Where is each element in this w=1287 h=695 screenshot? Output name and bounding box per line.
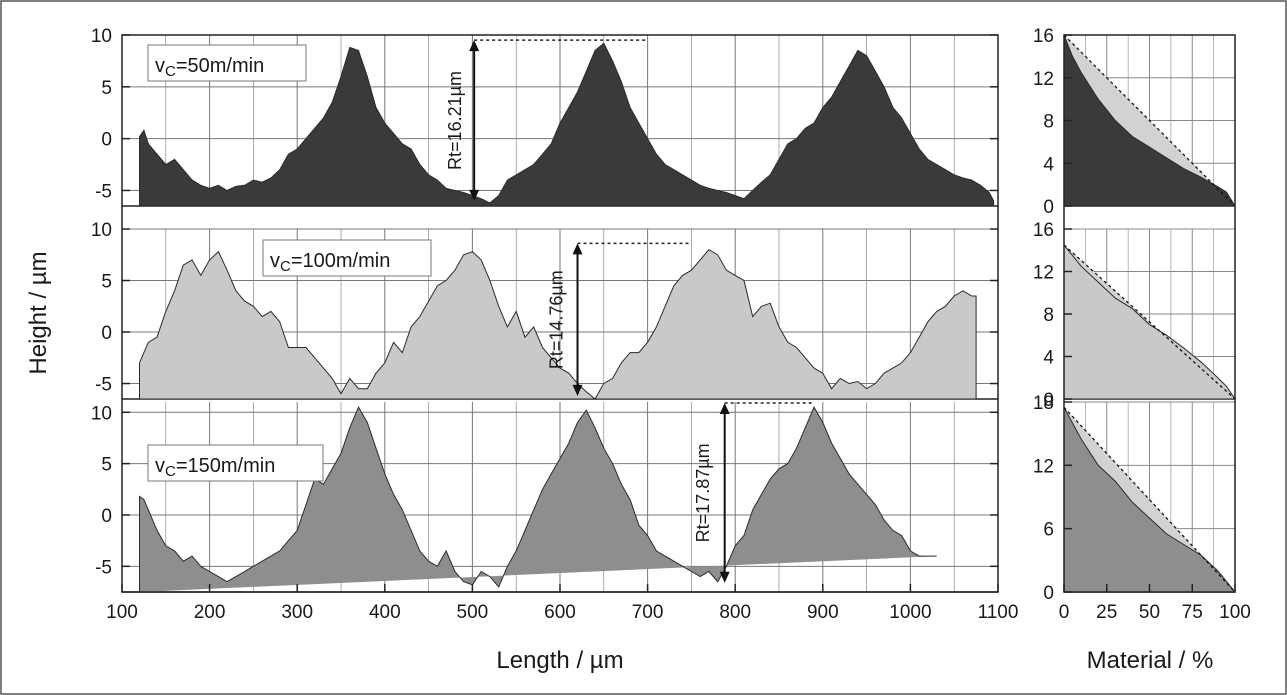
- svg-text:vC=50m/min: vC=50m/min: [155, 55, 264, 80]
- right-y-axis-ticks: 18 12 6 0: [1033, 393, 1072, 604]
- rt-annotation: Rt=16.21µm: [445, 39, 648, 201]
- right-y-tick-label: 6: [1043, 520, 1054, 541]
- y-tick-label: 0: [101, 323, 112, 344]
- x-tick-label: 300: [281, 602, 313, 623]
- svg-text:vC=150m/min: vC=150m/min: [155, 455, 275, 480]
- x-tick-label: 900: [807, 602, 839, 623]
- svg-text:vC=100m/min: vC=100m/min: [270, 250, 390, 275]
- right-y-axis-ticks: 16 12 8 4 0: [1033, 26, 1072, 218]
- x-tick-label: 700: [632, 602, 664, 623]
- x-axis-left: 100 200 300 400 500 600 700 800 900 1000 1100: [106, 584, 1018, 623]
- x-tick-label: 1000: [889, 602, 931, 623]
- x-tick-label: 600: [544, 602, 576, 623]
- right-x-tick-label: 50: [1139, 602, 1160, 623]
- x-tick-label: 800: [719, 602, 751, 623]
- y-tick-label: -5: [95, 557, 112, 578]
- right-y-tick-label: 12: [1033, 263, 1054, 284]
- y-axis-title: Height / µm: [25, 251, 52, 374]
- panel-label-sub: C: [280, 258, 291, 275]
- y-axis-ticks: 10 5 0 -5: [91, 403, 998, 578]
- right-y-tick-label: 12: [1033, 69, 1054, 90]
- y-tick-label: 10: [91, 403, 112, 424]
- abbott-curve-area: [1063, 407, 1237, 593]
- abbott-curve-area: [1063, 34, 1236, 207]
- panel-label-box: vC=150m/min: [147, 444, 324, 482]
- panel-label-v: v: [270, 250, 280, 272]
- profile-area: [138, 248, 977, 400]
- x-axis-right: 0 25 50 75 100: [1059, 584, 1251, 623]
- right-y-axis-ticks: 16 12 8 4 0: [1033, 220, 1072, 411]
- right-x-tick-label: 25: [1096, 602, 1117, 623]
- right-y-tick-label: 8: [1043, 112, 1054, 133]
- y-tick-label: 0: [101, 506, 112, 527]
- right-y-tick-label: 16: [1033, 220, 1054, 241]
- y-tick-label: 5: [101, 78, 112, 99]
- abbott-curve-area: [1063, 243, 1236, 400]
- panel-3: 10 5 0 -5 vC=150m/min Rt=17.87µm 18 12 6 0: [91, 393, 1237, 604]
- right-y-tick-label: 12: [1033, 456, 1054, 477]
- abbott-reference-line: [1063, 244, 1236, 400]
- panel-2: 10 5 0 -5 vC=100m/min Rt=14.76µm 16 12 8 4 0: [91, 220, 1236, 411]
- panel-label-v: v: [155, 55, 165, 77]
- right-x-axis-title: Material / %: [1087, 647, 1214, 674]
- y-tick-label: 10: [91, 26, 112, 47]
- profile-area: [138, 405, 937, 593]
- right-y-tick-label: 0: [1043, 390, 1054, 411]
- rt-annotation: Rt=17.87µm: [693, 402, 813, 583]
- right-y-tick-label: 0: [1043, 197, 1054, 218]
- panel-label-rest: =100m/min: [291, 250, 391, 272]
- abbott-reference-line: [1063, 34, 1236, 207]
- right-y-tick-label: 0: [1043, 583, 1054, 604]
- y-tick-label: -5: [95, 181, 112, 202]
- y-tick-label: 5: [101, 272, 112, 293]
- x-axis-title: Length / µm: [496, 647, 623, 674]
- y-tick-label: 5: [101, 455, 112, 476]
- panel-label-sub: C: [165, 63, 176, 80]
- y-tick-label: -5: [95, 375, 112, 396]
- y-axis-ticks: 10 5 0 -5: [91, 220, 998, 396]
- right-y-tick-label: 4: [1043, 154, 1054, 175]
- right-x-tick-label: 0: [1059, 602, 1070, 623]
- panel-1: 10 5 0 -5 vC=50m/min Rt=16.21µm 16 12 8 4 0: [91, 26, 1236, 218]
- right-x-tick-label: 75: [1182, 602, 1203, 623]
- x-tick-label: 1100: [978, 602, 1019, 623]
- y-tick-label: 0: [101, 130, 112, 151]
- y-tick-label: 10: [91, 220, 112, 241]
- profile-area: [138, 42, 995, 207]
- right-x-tick-label: 100: [1219, 602, 1251, 623]
- right-y-tick-label: 16: [1033, 26, 1054, 47]
- x-tick-label: 400: [369, 602, 401, 623]
- rt-annotation: Rt=14.76µm: [547, 242, 690, 396]
- rt-label: Rt=17.87µm: [693, 443, 713, 542]
- panel-label-box: vC=50m/min: [147, 44, 307, 82]
- x-tick-label: 500: [457, 602, 489, 623]
- right-y-tick-label: 8: [1043, 305, 1054, 326]
- panel-label-v: v: [155, 455, 165, 477]
- rt-label: Rt=14.76µm: [547, 270, 567, 369]
- rt-label: Rt=16.21µm: [445, 71, 465, 170]
- x-tick-label: 100: [106, 602, 138, 623]
- panel-label-box: vC=100m/min: [262, 239, 432, 277]
- x-tick-label: 200: [194, 602, 226, 623]
- panel-label-rest: =150m/min: [176, 455, 276, 477]
- right-y-tick-label: 18: [1033, 393, 1054, 414]
- right-y-tick-label: 4: [1043, 348, 1054, 369]
- y-axis-ticks: 10 5 0 -5: [91, 26, 998, 202]
- panel-label-rest: =50m/min: [176, 55, 264, 77]
- panel-label-sub: C: [165, 463, 176, 480]
